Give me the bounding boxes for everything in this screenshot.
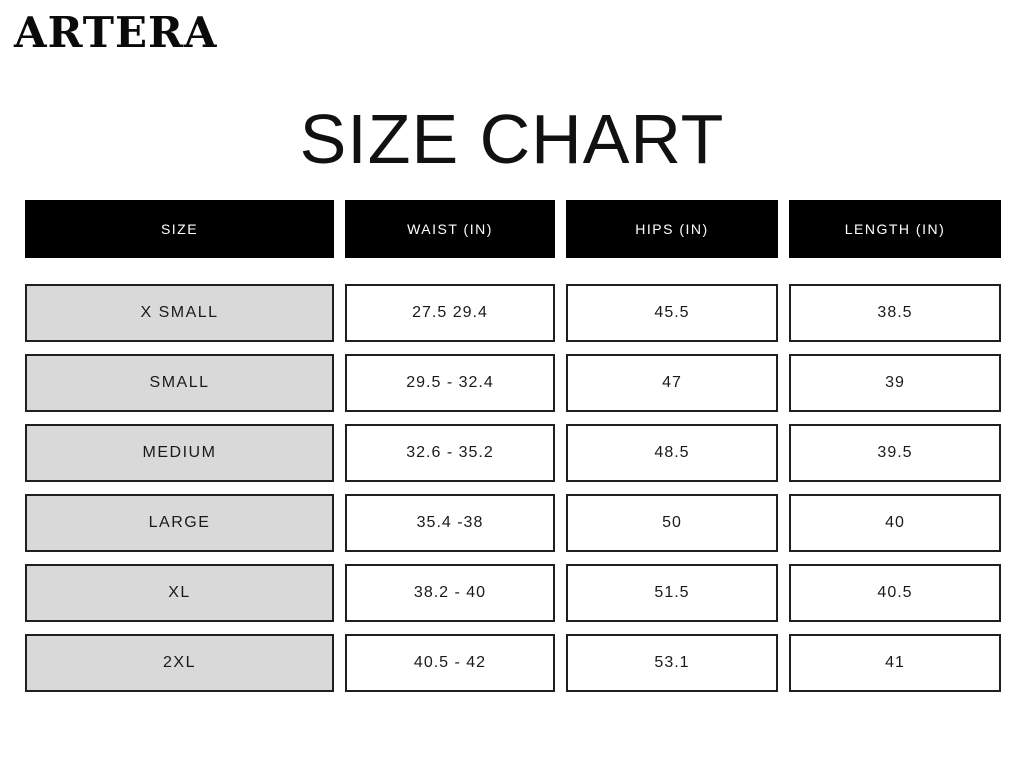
brand-logo: ARTERA — [14, 8, 218, 57]
length-cell: 39 — [789, 354, 1001, 412]
hips-cell: 48.5 — [566, 424, 778, 482]
size-cell: XL — [25, 564, 334, 622]
waist-cell: 35.4 -38 — [345, 494, 555, 552]
column-header-length: LENGTH (IN) — [789, 200, 1001, 258]
waist-cell: 32.6 - 35.2 — [345, 424, 555, 482]
hips-cell: 53.1 — [566, 634, 778, 692]
hips-cell: 51.5 — [566, 564, 778, 622]
column-header-waist: WAIST (IN) — [345, 200, 555, 258]
column-header-hips: HIPS (IN) — [566, 200, 778, 258]
column-header-size: SIZE — [25, 200, 334, 258]
size-cell: LARGE — [25, 494, 334, 552]
waist-cell: 27.5 29.4 — [345, 284, 555, 342]
waist-cell: 38.2 - 40 — [345, 564, 555, 622]
table-body: X SMALL 27.5 29.4 45.5 38.5 SMALL 29.5 -… — [25, 284, 1001, 692]
size-cell: MEDIUM — [25, 424, 334, 482]
length-cell: 41 — [789, 634, 1001, 692]
length-cell: 40 — [789, 494, 1001, 552]
size-cell: X SMALL — [25, 284, 334, 342]
length-cell: 38.5 — [789, 284, 1001, 342]
waist-cell: 29.5 - 32.4 — [345, 354, 555, 412]
length-cell: 39.5 — [789, 424, 1001, 482]
hips-cell: 47 — [566, 354, 778, 412]
size-cell: SMALL — [25, 354, 334, 412]
waist-cell: 40.5 - 42 — [345, 634, 555, 692]
hips-cell: 50 — [566, 494, 778, 552]
length-cell: 40.5 — [789, 564, 1001, 622]
size-cell: 2XL — [25, 634, 334, 692]
hips-cell: 45.5 — [566, 284, 778, 342]
page-title: SIZE CHART — [299, 100, 725, 178]
table-header-row: SIZE WAIST (IN) HIPS (IN) LENGTH (IN) — [25, 200, 1001, 258]
size-chart-table: SIZE WAIST (IN) HIPS (IN) LENGTH (IN) X … — [25, 200, 1001, 692]
